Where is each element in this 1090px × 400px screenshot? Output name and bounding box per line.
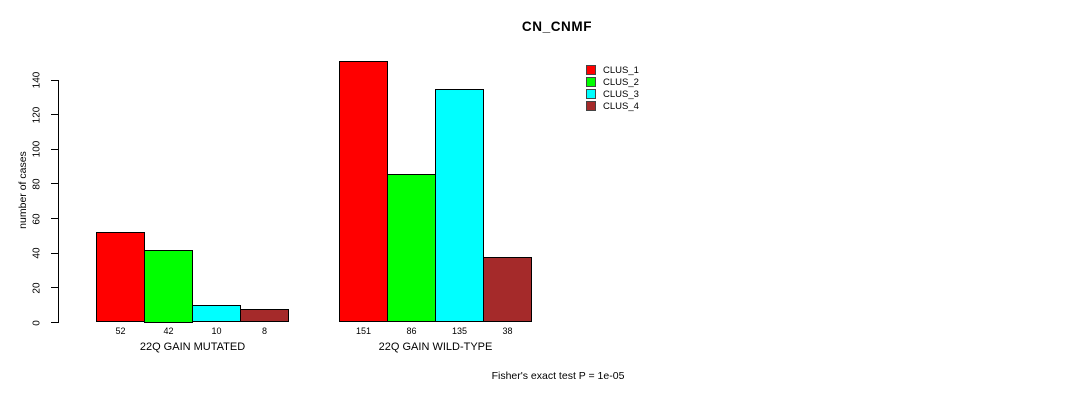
y-tick-label: 120 — [31, 106, 43, 123]
legend-item-clus-3: CLUS_3 — [586, 88, 639, 100]
chart-title: CN_CNMF — [521, 19, 593, 34]
y-tick-label: 40 — [31, 247, 43, 259]
y-axis-line — [58, 80, 59, 323]
y-tick-mark — [51, 183, 58, 185]
group-label-22q-gain-mutated: 22Q GAIN MUTATED — [139, 341, 246, 353]
legend-swatch-clus-4 — [586, 101, 596, 111]
bar-clus-1-22q-gain-mutated — [96, 232, 145, 323]
y-tick-label: 140 — [31, 71, 43, 89]
legend-label-clus-3: CLUS_3 — [603, 88, 639, 100]
bar-value-clus-2-22q-gain-mutated: 42 — [163, 326, 174, 336]
y-tick-label: 100 — [31, 140, 43, 158]
y-tick-label: 20 — [31, 282, 43, 294]
y-tick-mark — [51, 148, 58, 150]
legend-item-clus-2: CLUS_2 — [586, 76, 639, 88]
bar-value-clus-2-22q-gain-wild-type: 86 — [406, 326, 417, 336]
bar-clus-2-22q-gain-wild-type — [387, 173, 436, 323]
y-tick-mark — [51, 252, 58, 254]
stat-test-annotation: Fisher's exact test P = 1e-05 — [491, 370, 625, 382]
group-label-22q-gain-wild-type: 22Q GAIN WILD-TYPE — [378, 341, 493, 353]
bar-value-clus-1-22q-gain-mutated: 52 — [115, 326, 126, 336]
y-tick-label: 80 — [31, 178, 43, 190]
bar-clus-4-22q-gain-mutated — [240, 308, 289, 323]
legend-item-clus-1: CLUS_1 — [586, 64, 639, 76]
y-tick-mark — [51, 218, 58, 220]
legend-label-clus-1: CLUS_1 — [603, 64, 639, 76]
bar-value-clus-1-22q-gain-wild-type: 151 — [355, 326, 372, 336]
bar-value-clus-3-22q-gain-mutated: 10 — [211, 326, 222, 336]
bar-clus-3-22q-gain-wild-type — [435, 88, 484, 323]
legend-item-clus-4: CLUS_4 — [586, 100, 639, 112]
bar-clus-4-22q-gain-wild-type — [483, 256, 532, 323]
legend-swatch-clus-1 — [586, 65, 596, 75]
y-tick-mark — [51, 114, 58, 116]
bar-clus-3-22q-gain-mutated — [192, 305, 241, 323]
y-axis-title: number of cases — [17, 151, 29, 229]
legend-swatch-clus-3 — [586, 89, 596, 99]
y-tick-mark — [51, 79, 58, 81]
bar-value-clus-4-22q-gain-wild-type: 38 — [502, 326, 513, 336]
y-tick-label: 0 — [31, 319, 43, 326]
bar-clus-2-22q-gain-mutated — [144, 249, 193, 323]
y-tick-label: 60 — [31, 213, 43, 225]
legend: CLUS_1 CLUS_2 CLUS_3 CLUS_4 — [586, 64, 639, 112]
legend-label-clus-2: CLUS_2 — [603, 76, 639, 88]
y-tick-mark — [51, 287, 58, 289]
legend-swatch-clus-2 — [586, 77, 596, 87]
bar-value-clus-3-22q-gain-wild-type: 135 — [451, 326, 468, 336]
bar-value-clus-4-22q-gain-mutated: 8 — [261, 326, 267, 336]
y-tick-mark — [51, 322, 58, 323]
bar-clus-1-22q-gain-wild-type — [339, 60, 388, 323]
legend-label-clus-4: CLUS_4 — [603, 100, 639, 112]
